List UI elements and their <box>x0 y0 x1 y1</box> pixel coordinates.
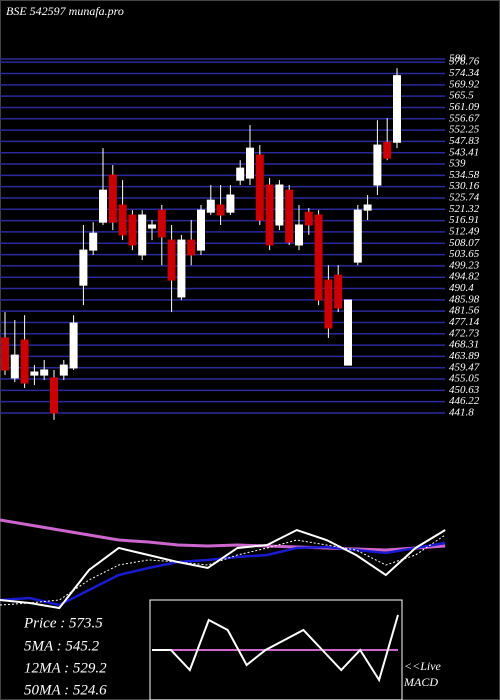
y-tick-label: 578.76 <box>449 56 480 68</box>
y-tick-label: 574.34 <box>449 67 480 79</box>
candle-body <box>30 371 39 376</box>
candle-body <box>246 147 254 179</box>
candle-body <box>187 239 196 256</box>
candle-body <box>314 214 323 301</box>
y-tick-label: 530.16 <box>449 180 480 192</box>
candle-body <box>10 354 19 379</box>
y-tick-label: 468.31 <box>449 339 479 351</box>
y-tick-label: 534.58 <box>449 169 480 181</box>
chart-title: BSE 542597 munafa.pro <box>6 4 124 18</box>
candle-body <box>295 224 303 246</box>
candle-body <box>334 274 343 309</box>
info-50ma: 50MA : 524.6 <box>24 682 107 698</box>
y-tick-label: 543.41 <box>449 146 479 158</box>
candle-body <box>383 141 392 159</box>
y-tick-label: 503.65 <box>449 248 480 260</box>
candle-body <box>177 239 186 298</box>
y-tick-label: 446.22 <box>449 395 480 407</box>
y-tick-label: 494.82 <box>449 271 480 283</box>
series-line <box>0 534 446 606</box>
y-tick-label: 552.25 <box>449 124 480 136</box>
candle-body <box>236 167 245 181</box>
y-tick-label: 565.5 <box>449 90 474 102</box>
y-tick-label: 450.63 <box>449 384 480 396</box>
candle-body <box>304 211 313 226</box>
candle-body <box>99 189 107 223</box>
candle-body <box>285 189 294 243</box>
candle-body <box>167 239 176 281</box>
candle-body <box>255 154 264 221</box>
y-tick-label: 459.47 <box>449 361 480 373</box>
candle-body <box>128 214 137 246</box>
candle-body <box>197 209 205 251</box>
y-tick-label: 521.32 <box>449 203 480 215</box>
info-price: Price : 573.5 <box>23 615 103 631</box>
candle-body <box>79 249 88 286</box>
candle-body <box>59 364 68 376</box>
candle-body <box>89 232 98 251</box>
y-tick-label: 477.14 <box>449 316 480 328</box>
info-5ma: 5MA : 545.2 <box>24 638 100 654</box>
live-label: <<Live <box>404 659 442 673</box>
candle-body <box>1 337 9 371</box>
candle-body <box>265 184 274 246</box>
candle-body <box>148 224 156 229</box>
y-tick-label: 508.07 <box>449 237 480 249</box>
y-tick-label: 580 <box>449 53 466 65</box>
series-line <box>0 528 446 610</box>
candle-body <box>324 279 333 329</box>
candle-body <box>138 214 147 256</box>
candle-body <box>353 209 362 263</box>
candle-body <box>40 369 49 376</box>
candle-body <box>226 194 235 213</box>
y-tick-label: 485.98 <box>449 293 480 305</box>
y-tick-label: 547.83 <box>449 135 480 147</box>
candle-body <box>20 339 29 384</box>
macd-box <box>149 599 403 700</box>
candle-body <box>216 204 225 216</box>
macd-label: MACD <box>403 675 438 689</box>
y-tick-label: 556.67 <box>449 112 480 124</box>
candle-body <box>363 204 372 211</box>
candle-body <box>108 174 117 223</box>
candle-body <box>50 377 58 414</box>
y-tick-label: 472.73 <box>449 327 480 339</box>
y-tick-label: 499.23 <box>449 259 480 271</box>
y-tick-label: 561.09 <box>449 101 480 113</box>
y-tick-label: 569.92 <box>449 78 480 90</box>
y-tick-label: 539 <box>449 158 466 170</box>
candle-body <box>373 144 382 186</box>
candle-body <box>393 75 401 143</box>
y-tick-label: 463.89 <box>449 350 480 362</box>
candle-body <box>206 199 215 213</box>
candle-body <box>344 299 352 366</box>
series-line <box>152 614 399 683</box>
y-tick-label: 481.56 <box>449 305 480 317</box>
y-tick-label: 441.8 <box>449 407 474 419</box>
y-tick-label: 455.05 <box>449 373 480 385</box>
y-tick-label: 512.49 <box>449 225 480 237</box>
y-tick-label: 490.4 <box>449 282 474 294</box>
y-tick-label: 516.91 <box>449 214 479 226</box>
candle-body <box>157 209 166 238</box>
candle-body <box>275 184 284 226</box>
y-tick-label: 525.74 <box>449 192 480 204</box>
candle-body <box>69 322 78 369</box>
series-line <box>0 518 446 552</box>
candle-body <box>118 204 127 236</box>
info-12ma: 12MA : 529.2 <box>24 660 107 676</box>
